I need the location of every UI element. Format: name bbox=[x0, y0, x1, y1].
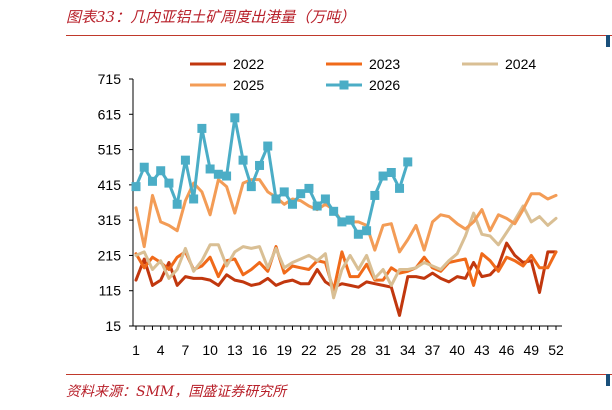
legend-label-2025: 2025 bbox=[233, 77, 264, 93]
series-line-2024 bbox=[134, 204, 558, 300]
x-tick-label: 13 bbox=[227, 342, 243, 358]
legend-label-2022: 2022 bbox=[233, 56, 264, 72]
data-point-2026 bbox=[164, 178, 174, 188]
data-point-2026 bbox=[205, 164, 215, 174]
legend-label-2026: 2026 bbox=[369, 77, 400, 93]
x-tick-label: 49 bbox=[524, 342, 540, 358]
chart-legend: 2022 2023 2024 2025 2026 bbox=[190, 56, 536, 93]
y-tick-label: 615 bbox=[98, 106, 122, 122]
data-point-2026 bbox=[147, 176, 157, 186]
y-tick-label: 715 bbox=[98, 71, 122, 87]
data-point-2026 bbox=[304, 183, 314, 193]
x-tick-label: 43 bbox=[474, 342, 490, 358]
data-point-2026 bbox=[345, 215, 355, 225]
data-point-2026 bbox=[279, 187, 289, 197]
data-point-2026 bbox=[172, 199, 182, 209]
y-tick-label: 315 bbox=[98, 212, 122, 228]
data-point-2026 bbox=[222, 171, 232, 181]
data-point-2026 bbox=[370, 190, 380, 200]
data-point-2026 bbox=[255, 160, 265, 170]
x-tick-label: 10 bbox=[202, 342, 218, 358]
legend-label-2023: 2023 bbox=[369, 56, 400, 72]
data-point-2026 bbox=[197, 123, 207, 133]
data-point-2026 bbox=[271, 194, 281, 204]
x-tick-label: 19 bbox=[276, 342, 292, 358]
data-point-2026 bbox=[189, 194, 199, 204]
data-point-2026 bbox=[263, 141, 273, 151]
data-point-2026 bbox=[378, 171, 388, 181]
x-tick-label: 46 bbox=[499, 342, 515, 358]
legend-marker-2026 bbox=[339, 80, 349, 90]
data-point-2026 bbox=[246, 182, 256, 192]
data-point-2026 bbox=[320, 194, 330, 204]
x-tick-label: 37 bbox=[425, 342, 441, 358]
x-tick-label: 28 bbox=[351, 342, 367, 358]
data-point-2026 bbox=[362, 226, 372, 236]
source-note: 资料来源：SMM，国盛证券研究所 bbox=[66, 384, 287, 400]
x-tick-label: 40 bbox=[449, 342, 465, 358]
corner-marker-top bbox=[606, 35, 610, 47]
data-point-2026 bbox=[296, 189, 306, 199]
x-tick-label: 25 bbox=[326, 342, 342, 358]
corner-marker-bottom bbox=[606, 374, 610, 386]
data-point-2026 bbox=[403, 157, 413, 167]
title-divider bbox=[66, 35, 612, 36]
data-point-2026 bbox=[329, 206, 339, 216]
x-tick-label: 1 bbox=[132, 342, 140, 358]
data-point-2026 bbox=[353, 229, 363, 239]
x-tick-label: 4 bbox=[157, 342, 165, 358]
x-tick-label: 34 bbox=[400, 342, 416, 358]
data-point-2026 bbox=[131, 182, 141, 192]
data-point-2026 bbox=[230, 113, 240, 123]
chart-title: 图表33：几内亚铝土矿周度出港量（万吨） bbox=[66, 8, 356, 26]
data-point-2026 bbox=[156, 166, 166, 176]
data-point-2026 bbox=[337, 217, 347, 227]
legend-label-2024: 2024 bbox=[505, 56, 536, 72]
x-tick-label: 16 bbox=[252, 342, 268, 358]
data-point-2026 bbox=[238, 155, 248, 165]
y-tick-label: 215 bbox=[98, 247, 122, 263]
y-tick-label: 15 bbox=[105, 318, 121, 334]
line-chart: 15 115 215 315 415 515 615 715 1 4 7 10 13 16 19 22 25 28… bbox=[98, 56, 564, 358]
series-lines bbox=[131, 113, 558, 317]
x-tick-label: 7 bbox=[182, 342, 190, 358]
data-point-2026 bbox=[386, 168, 396, 178]
x-tick-label: 31 bbox=[375, 342, 391, 358]
y-tick-label: 415 bbox=[98, 177, 122, 193]
data-point-2026 bbox=[395, 183, 405, 193]
data-point-2026 bbox=[139, 162, 149, 172]
source-divider bbox=[66, 374, 612, 375]
data-point-2026 bbox=[213, 169, 223, 179]
data-point-2026 bbox=[180, 155, 190, 165]
data-point-2026 bbox=[312, 201, 322, 211]
y-tick-label: 115 bbox=[99, 283, 122, 299]
x-tick-label: 22 bbox=[301, 342, 317, 358]
series-line-2026 bbox=[134, 116, 410, 236]
data-point-2026 bbox=[287, 199, 297, 209]
x-tick-label: 52 bbox=[548, 342, 564, 358]
y-tick-label: 515 bbox=[98, 142, 122, 158]
chart-axes: 15 115 215 315 415 515 615 715 1 4 7 10 13 16 19 22 25 28… bbox=[98, 71, 564, 358]
series-line-2022 bbox=[134, 241, 558, 317]
